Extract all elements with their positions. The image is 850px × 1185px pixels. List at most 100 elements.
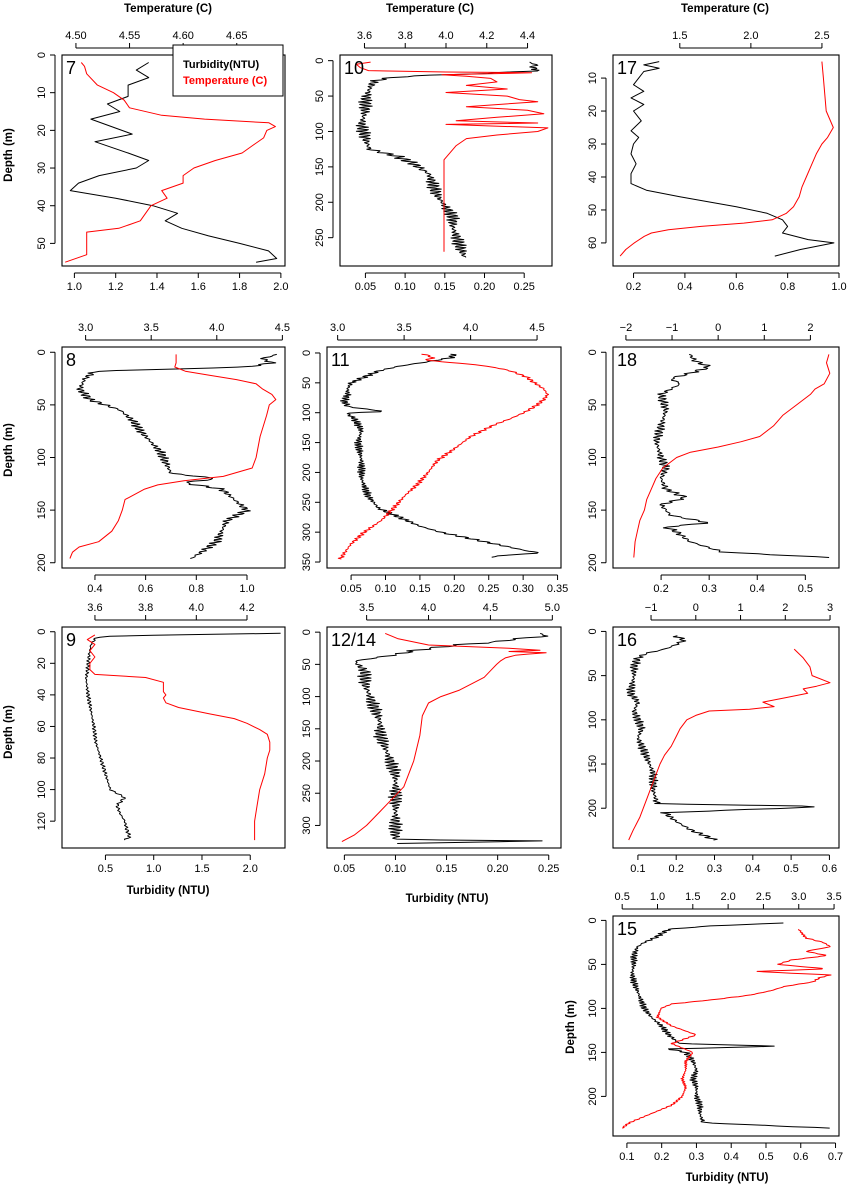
temperature-tick-label: 2.0 [720,891,735,903]
panel-17: 10 20 30 40 50 60 0.2 0.4 0.6 0.8 1.0 1.5 2.0 2.5 17 [587,30,847,293]
turbidity-tick-label: 1.2 [108,281,123,293]
depth-tick-label: 0 [587,628,599,634]
temperature-series [622,928,832,1129]
plot-frame [612,915,840,1137]
depth-tick-label: 250 [314,228,326,246]
temperature-tick-label: 2 [782,602,788,614]
station-label: 16 [617,630,637,650]
depth-title-row4: Depth (m) [565,1000,577,1054]
turbidity-tick-label: 0.3 [707,863,722,875]
temperature-tick-label: −1 [645,602,658,614]
temperature-series [341,632,547,843]
temperature-tick-label: 3.8 [398,30,413,42]
turbidity-tick-label: 1.0 [831,281,846,293]
depth-tick-label: 200 [587,1087,599,1105]
temperature-tick-label: 1.0 [650,891,665,903]
temperature-series [337,353,549,560]
depth-tick-label: 40 [36,689,48,701]
panel-16: 0 50 100 150 200 0.1 0.2 0.3 0.4 0.5 0.6 −1 0 1 2 3 16 [587,602,840,875]
temperature-series [69,354,277,559]
depth-tick-label: 50 [587,204,599,216]
depth-tick-label: 80 [36,752,48,764]
temperature-tick-label: 4.2 [479,30,494,42]
depth-tick-label: 50 [587,399,599,411]
depth-tick-label: 100 [314,122,326,140]
temperature-tick-label: 4.0 [421,602,436,614]
temperature-tick-label: 3.6 [87,602,102,614]
temperature-tick-label: 4.0 [189,602,204,614]
temperature-series [65,62,276,263]
temperature-tick-label: 4.65 [226,30,247,42]
depth-tick-label: 0 [36,52,48,58]
depth-tick-label: 200 [314,193,326,211]
turbidity-tick-label: 0.4 [724,1151,739,1163]
turbidity-tick-label: 1.0 [146,863,161,875]
depth-tick-label: 150 [301,720,313,738]
plot-frame [339,54,553,267]
turbidity-tick-label: 0.10 [394,281,415,293]
turbidity-series [355,632,549,844]
depth-tick-label: 200 [301,463,313,481]
temperature-tick-label: 3.5 [826,891,841,903]
turbidity-tick-label: 1.8 [232,281,247,293]
depth-tick-label: 250 [301,493,313,511]
bottom-turbidity-title-col2: Turbidity (NTU) [406,893,489,905]
turbidity-tick-label: 0.7 [828,1151,843,1163]
plot-frame [612,626,840,849]
bottom-turbidity-title-col3: Turbidity (NTU) [686,1172,769,1184]
legend: Turbidity(NTU) Temperature (C) [172,44,284,97]
turbidity-tick-label: 0.05 [340,583,361,595]
temperature-tick-label: 1.5 [685,891,700,903]
top-temperature-title-col1: Temperature (C) [124,3,212,15]
temperature-tick-label: 4.60 [172,30,193,42]
temperature-tick-label: 4.0 [463,322,478,334]
depth-tick-label: 200 [587,799,599,817]
turbidity-tick-label: 0.5 [798,583,813,595]
turbidity-tick-label: 0.2 [654,1151,669,1163]
station-label: 7 [66,58,76,78]
station-label: 15 [617,919,637,939]
turbidity-tick-label: 0.25 [538,863,559,875]
temperature-tick-label: 0 [715,322,721,334]
depth-tick-label: 0 [301,629,313,635]
station-label: 17 [617,58,637,78]
temperature-series [86,634,271,841]
turbidity-series [85,632,281,841]
temperature-tick-label: 4.0 [438,30,453,42]
turbidity-tick-label: 0.3 [702,583,717,595]
top-temperature-title-col2: Temperature (C) [386,3,474,15]
temperature-series [619,61,834,257]
depth-tick-label: 0 [301,350,313,356]
turbidity-tick-label: 0.5 [783,863,798,875]
panel-10: 0 50 100 150 200 250 0.05 0.10 0.15 0.20 0.25 3.6 3.… [314,30,553,293]
temperature-tick-label: 4.0 [209,322,224,334]
depth-tick-label: 0 [587,349,599,355]
turbidity-series [630,61,835,257]
plot-frame [61,346,286,569]
depth-tick-label: 100 [301,404,313,422]
turbidity-tick-label: 0.6 [793,1151,808,1163]
turbidity-tick-label: 0.4 [677,281,692,293]
turbidity-tick-label: 0.25 [478,583,499,595]
turbidity-tick-label: 0.15 [436,863,457,875]
depth-tick-label: 40 [36,200,48,212]
turbidity-tick-label: 0.8 [189,583,204,595]
legend-temperature-label: Temperature (C) [183,75,267,87]
depth-title-row2: Depth (m) [3,423,15,477]
turbidity-tick-label: 0.20 [444,583,465,595]
plot-frame [326,626,562,849]
depth-tick-label: 10 [36,87,48,99]
depth-tick-label: 150 [301,433,313,451]
turbidity-tick-label: 1.0 [67,281,82,293]
turbidity-tick-label: 1.5 [194,863,209,875]
temperature-tick-label: 3.5 [144,322,159,334]
depth-title-row3: Depth (m) [3,705,15,759]
temperature-series [355,61,549,252]
depth-tick-label: 60 [587,237,599,249]
turbidity-series [76,353,277,559]
temperature-tick-label: −2 [620,322,633,334]
depth-tick-label: 100 [587,999,599,1017]
temperature-tick-label: 3.5 [396,322,411,334]
depth-tick-label: 50 [314,90,326,102]
bottom-turbidity-title-col1: Turbidity (NTU) [127,885,210,897]
